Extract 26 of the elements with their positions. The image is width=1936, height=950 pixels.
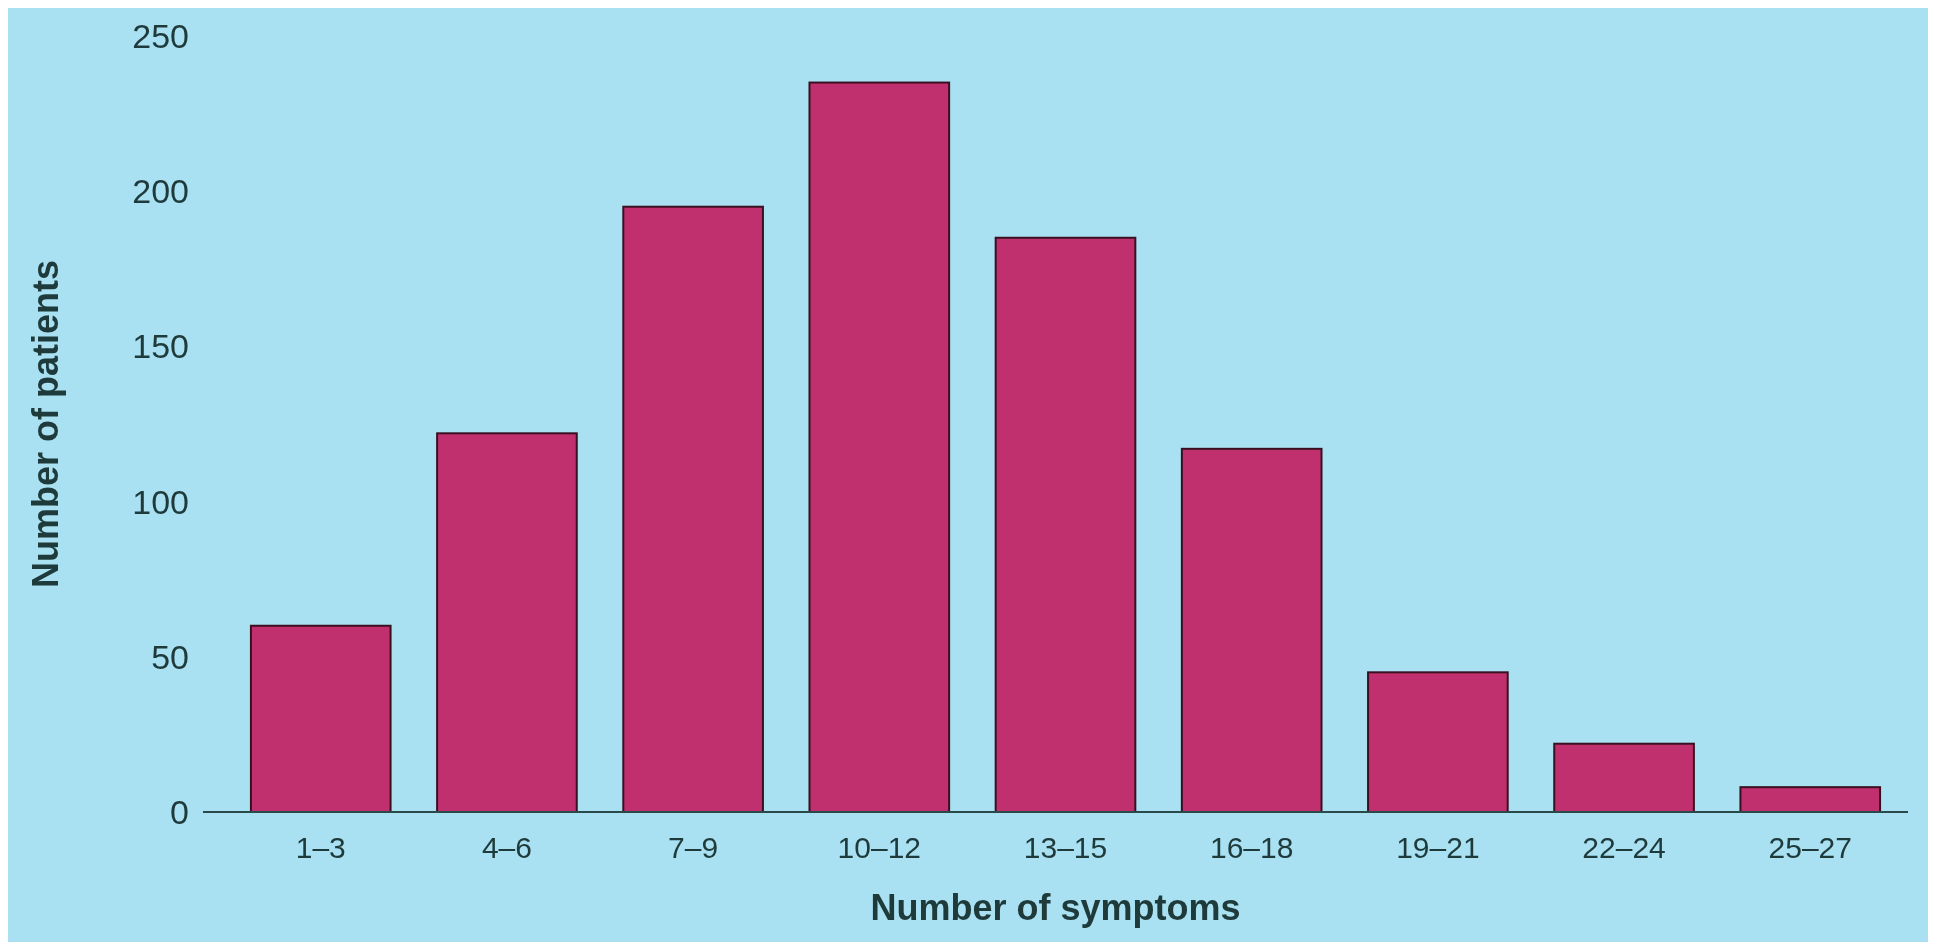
y-tick-label: 50 — [151, 637, 189, 676]
bar — [249, 624, 392, 813]
bar — [808, 81, 951, 813]
x-tick-label: 19–21 — [1396, 831, 1480, 864]
x-tick-label: 13–15 — [1023, 831, 1108, 864]
x-tick-label: 4–6 — [481, 831, 532, 864]
bar — [1180, 447, 1323, 813]
x-tick-label: 22–24 — [1582, 831, 1666, 864]
y-tick-label: 200 — [132, 172, 189, 211]
x-tick-label: 7–9 — [668, 831, 719, 864]
y-tick-label: 100 — [132, 482, 189, 521]
x-tick-label: 1–3 — [295, 831, 346, 864]
x-axis-title: Number of symptoms — [870, 887, 1241, 928]
bar — [1367, 671, 1509, 813]
bar — [436, 432, 578, 813]
bar — [994, 236, 1137, 813]
x-tick-label: 25–27 — [1768, 831, 1852, 864]
x-tick-label: 10–12 — [837, 831, 922, 864]
y-tick-label: 0 — [170, 792, 189, 831]
y-tick-label: 150 — [132, 327, 189, 366]
bar — [622, 205, 764, 813]
bar — [1739, 786, 1882, 813]
bar — [1553, 742, 1695, 813]
y-axis-title: Number of patients — [25, 259, 66, 589]
y-tick-label: 250 — [132, 16, 189, 55]
x-tick-label: 16–18 — [1209, 831, 1294, 864]
